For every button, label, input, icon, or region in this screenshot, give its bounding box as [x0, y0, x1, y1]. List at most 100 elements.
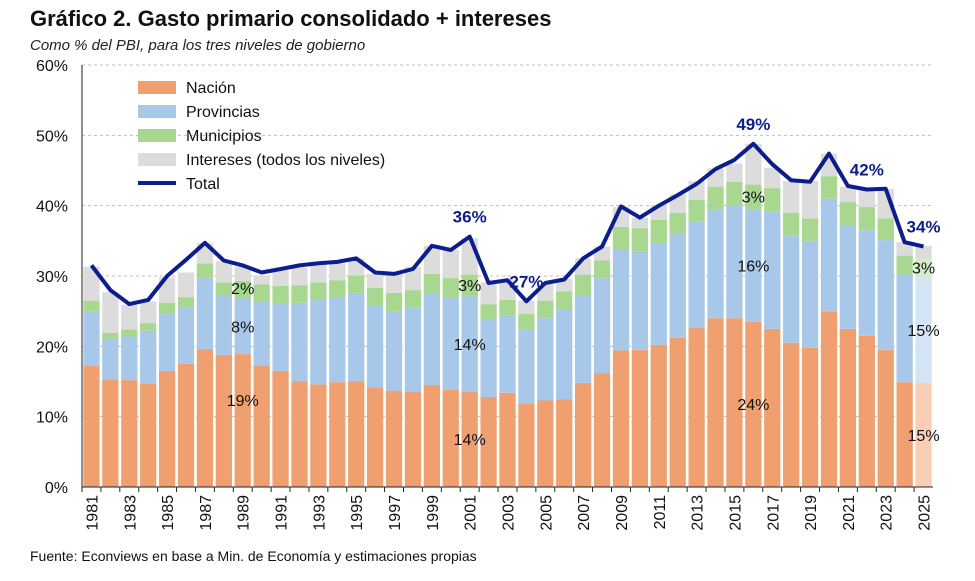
y-tick-label: 50% [36, 128, 68, 145]
bar-provincias-2016 [745, 209, 762, 322]
y-tick-label: 10% [36, 410, 68, 427]
bar-intereses-1990 [253, 275, 270, 285]
bar-intereses-2021 [839, 186, 857, 203]
bar-provincias-1993 [310, 299, 327, 385]
bar-provincias-1982 [102, 338, 119, 380]
y-tick-label: 20% [36, 339, 68, 356]
bar-municipios-2024 [896, 255, 913, 275]
bar-provincias-2010 [631, 251, 649, 350]
bar-label-provincias-2025: 15% [908, 323, 940, 340]
bar-intereses-1993 [310, 264, 327, 283]
bar-provincias-2006 [556, 309, 573, 400]
bar-nacion-1998 [404, 392, 422, 487]
x-tick-label: 2001 [463, 495, 480, 531]
bar-provincias-2023 [877, 240, 894, 350]
bar-municipios-2005 [537, 300, 554, 319]
bar-municipios-2010 [631, 228, 649, 252]
bar-provincias-1990 [253, 302, 270, 366]
bar-municipios-1981 [83, 300, 100, 312]
bar-intereses-1984 [140, 301, 157, 324]
bar-municipios-2025 [915, 258, 932, 278]
legend-label-municipios: Municipios [186, 128, 262, 145]
legend-swatch-nacion [138, 81, 176, 94]
bar-municipios-2011 [650, 219, 667, 243]
x-tick-label: 1995 [349, 495, 366, 531]
bar-nacion-2021 [839, 328, 857, 487]
bar-label-provincias-2016: 16% [737, 258, 769, 275]
bar-nacion-1991 [272, 370, 289, 487]
bar-municipios-1998 [404, 290, 422, 308]
x-tick-label: 2017 [765, 495, 782, 531]
bar-nacion-1996 [366, 387, 384, 487]
bar-nacion-2008 [593, 373, 611, 487]
bar-municipios-1985 [158, 302, 176, 314]
x-tick-label: 2005 [538, 495, 555, 531]
total-label-2004: 27% [509, 272, 543, 291]
bar-municipios-2019 [801, 218, 819, 241]
bar-nacion-1983 [121, 380, 138, 487]
bar-provincias-2007 [575, 294, 592, 383]
bar-provincias-2015 [726, 205, 743, 319]
bar-municipios-2009 [612, 226, 630, 250]
bar-nacion-2011 [650, 344, 667, 487]
bar-nacion-1985 [158, 370, 176, 487]
bar-nacion-1989 [234, 354, 251, 487]
total-label-2025: 34% [907, 217, 941, 236]
bar-nacion-2015 [726, 318, 743, 487]
bar-intereses-2017 [764, 167, 781, 189]
x-tick-label: 1997 [387, 495, 404, 531]
bar-provincias-2011 [650, 242, 667, 345]
bar-provincias-1988 [215, 294, 232, 355]
x-tick-label: 2007 [576, 495, 593, 531]
bar-municipios-1989 [234, 280, 251, 299]
bar-intereses-2019 [801, 181, 819, 219]
y-tick-label: 40% [36, 199, 68, 216]
bar-municipios-1982 [102, 332, 119, 339]
bar-intereses-1989 [234, 266, 251, 281]
bar-municipios-2002 [480, 304, 497, 320]
bar-label-municipios-2025: 3% [912, 261, 935, 278]
bar-nacion-2018 [783, 342, 800, 487]
bar-nacion-2005 [537, 400, 554, 487]
bar-nacion-2024 [896, 382, 913, 487]
bar-municipios-2013 [688, 200, 705, 222]
bar-nacion-2013 [688, 328, 705, 487]
bar-municipios-2018 [783, 212, 800, 236]
bar-intereses-1988 [215, 261, 232, 283]
bar-nacion-1981 [83, 366, 100, 487]
bar-nacion-2000 [442, 389, 459, 487]
bar-nacion-2022 [858, 335, 875, 487]
bar-intereses-1991 [272, 270, 289, 286]
x-tick-label: 1981 [84, 495, 101, 531]
bar-municipios-2007 [575, 274, 592, 295]
bar-municipios-1983 [121, 329, 138, 337]
x-tick-label: 1991 [274, 495, 291, 531]
x-tick-label: 1989 [236, 495, 253, 531]
bar-municipios-1995 [348, 275, 365, 293]
bar-provincias-2001 [461, 296, 478, 392]
bar-nacion-1988 [215, 354, 232, 487]
bar-intereses-1996 [366, 273, 384, 288]
x-tick-label: 2025 [917, 495, 934, 531]
bar-nacion-2007 [575, 382, 592, 487]
x-tick-label: 2013 [690, 495, 707, 531]
x-tick-label: 1987 [198, 495, 215, 531]
bar-nacion-1997 [385, 390, 403, 487]
bar-provincias-1986 [177, 307, 195, 364]
legend-label-provincias: Provincias [186, 104, 260, 121]
bar-provincias-1987 [196, 277, 214, 350]
bar-municipios-1987 [196, 263, 214, 278]
bar-municipios-1986 [177, 297, 195, 308]
bar-municipios-2017 [764, 188, 781, 212]
bar-municipios-1997 [385, 292, 403, 312]
bar-intereses-2025 [915, 245, 932, 259]
bar-municipios-2014 [707, 186, 724, 210]
bar-provincias-1985 [158, 313, 176, 371]
bar-provincias-1998 [404, 307, 422, 393]
bar-intereses-2015 [726, 163, 743, 182]
bar-intereses-1983 [121, 304, 138, 330]
bar-intereses-2024 [896, 242, 913, 256]
legend-label-total: Total [186, 176, 220, 193]
bar-provincias-2004 [518, 329, 535, 404]
bar-nacion-1984 [140, 383, 157, 487]
